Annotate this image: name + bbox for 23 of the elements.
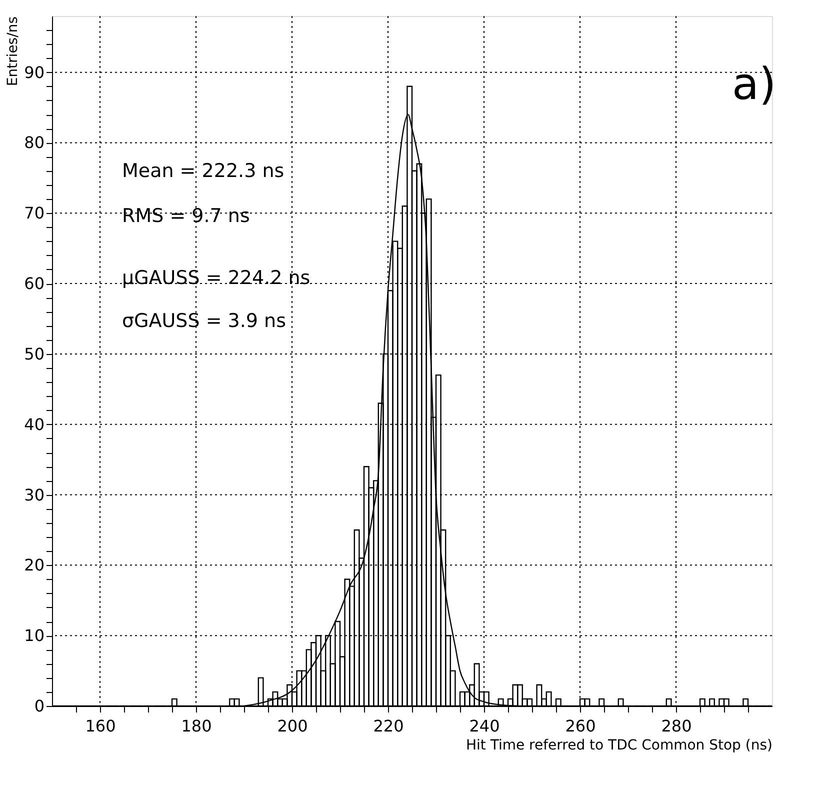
annotation: a) <box>732 59 776 110</box>
x-tick-label: 160 <box>85 716 116 736</box>
y-tick-label: 90 <box>24 62 44 82</box>
y-tick-label: 10 <box>24 626 44 646</box>
annotation: RMS = 9.7 ns <box>122 205 250 227</box>
y-tick-label: 50 <box>24 344 44 364</box>
annotation: σGAUSS = 3.9 ns <box>122 310 286 332</box>
y-tick-label: 20 <box>24 556 44 575</box>
y-tick-label: 40 <box>24 414 44 434</box>
x-tick-label: 180 <box>181 716 212 736</box>
x-tick-label: 280 <box>661 716 692 736</box>
y-tick-label: 80 <box>24 133 44 152</box>
x-tick-label: 240 <box>469 716 500 736</box>
x-tick-label: 200 <box>277 716 308 736</box>
y-axis-title: Entries/ns <box>5 16 22 86</box>
y-tick-label: 70 <box>24 204 44 223</box>
x-tick-label: 220 <box>373 716 404 736</box>
annotation: Mean = 222.3 ns <box>122 160 284 182</box>
y-tick-label: 30 <box>24 485 44 504</box>
x-axis-title: Hit Time referred to TDC Common Stop (ns) <box>466 738 772 754</box>
y-tick-label: 60 <box>24 274 44 294</box>
x-tick-label: 260 <box>565 716 596 736</box>
y-tick-label: 0 <box>34 696 44 716</box>
